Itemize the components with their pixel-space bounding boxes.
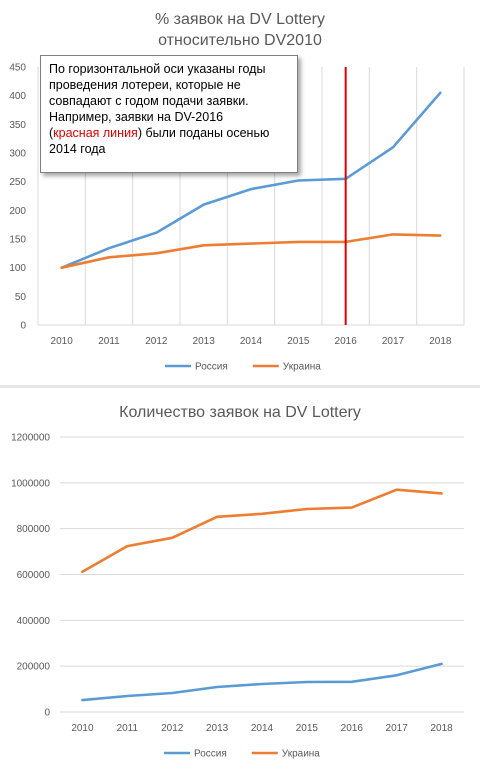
- series-line: [81, 488, 443, 574]
- note-red-line-label: красная линия: [53, 126, 138, 140]
- x-tick-label: 2010: [51, 336, 74, 347]
- y-tick-label: 0: [44, 708, 50, 719]
- chart-count-svg: Количество заявок на DV Lottery 0 200000 40…: [11, 404, 464, 760]
- x-tick-label: 2012: [161, 723, 184, 734]
- legend-label: Россия: [195, 362, 228, 373]
- annotation-note: По горизонтальной оси указаны годы прове…: [40, 55, 298, 173]
- y-tick-label: 600000: [17, 570, 51, 581]
- y-tick-label: 200000: [17, 662, 51, 673]
- y-tick-label: 100: [9, 263, 26, 274]
- x-tick-label: 2013: [206, 723, 229, 734]
- y-tick-label: 350: [9, 120, 26, 131]
- note-line-4: Например, заявки на DV-2016: [49, 110, 224, 124]
- series-line: [60, 233, 442, 270]
- x-tick-label: 2017: [386, 723, 409, 734]
- y-tick-label: 400: [9, 91, 26, 102]
- note-line-6: 2014 года: [49, 142, 106, 156]
- x-tick-label: 2018: [430, 723, 453, 734]
- y-tick-label: 200: [9, 206, 26, 217]
- y-tick-label: 150: [9, 235, 26, 246]
- chart-title-line: % заявок на DV Lottery: [155, 11, 325, 28]
- chart-divider: [0, 385, 480, 388]
- x-tick-label: 2016: [335, 336, 358, 347]
- x-tick-label: 2014: [240, 336, 263, 347]
- x-tick-label: 2010: [71, 723, 94, 734]
- x-tick-label: 2011: [98, 336, 120, 347]
- y-tick-label: 250: [9, 177, 26, 188]
- x-tick-label: 2012: [145, 336, 168, 347]
- chart-title-line: относительно DV2010: [158, 32, 322, 49]
- chart-application-count: Количество заявок на DV Lottery 0 200000 40…: [0, 389, 480, 769]
- x-tick-label: 2015: [287, 336, 310, 347]
- series-line: [60, 91, 442, 270]
- x-tick-label: 2017: [382, 336, 405, 347]
- chart-title-line: Количество заявок на DV Lottery: [119, 404, 361, 421]
- x-tick-label: 2016: [341, 723, 364, 734]
- x-tick-label: 2014: [251, 723, 274, 734]
- y-tick-label: 0: [20, 321, 26, 332]
- y-tick-label: 1000000: [11, 478, 50, 489]
- y-tick-label: 50: [15, 292, 27, 303]
- y-tick-label: 450: [9, 63, 26, 74]
- note-paren: (: [49, 126, 54, 140]
- legend-label: Украина: [283, 362, 322, 373]
- series-line: [81, 662, 443, 702]
- y-tick-label: 400000: [17, 616, 51, 627]
- chart-percent-svg: % заявок на DV Lottery относительно DV201…: [9, 11, 465, 373]
- note-line-2: проведения лотереи, которые не: [49, 78, 241, 92]
- x-tick-label: 2011: [117, 723, 139, 734]
- y-tick-label: 800000: [17, 524, 51, 535]
- legend-label: Украина: [282, 749, 321, 760]
- x-tick-label: 2018: [429, 336, 452, 347]
- note-line-5: ) были поданы осенью: [137, 126, 270, 140]
- x-tick-label: 2013: [193, 336, 216, 347]
- y-tick-label: 300: [9, 149, 26, 160]
- chart-percent-applications: % заявок на DV Lottery относительно DV201…: [0, 0, 480, 384]
- y-tick-label: 1200000: [11, 433, 50, 444]
- x-tick-label: 2015: [296, 723, 319, 734]
- legend-label: Россия: [194, 749, 227, 760]
- note-line-1: По горизонтальной оси указаны годы: [49, 62, 266, 76]
- note-line-3: совпадают с годом подачи заявки.: [49, 94, 249, 108]
